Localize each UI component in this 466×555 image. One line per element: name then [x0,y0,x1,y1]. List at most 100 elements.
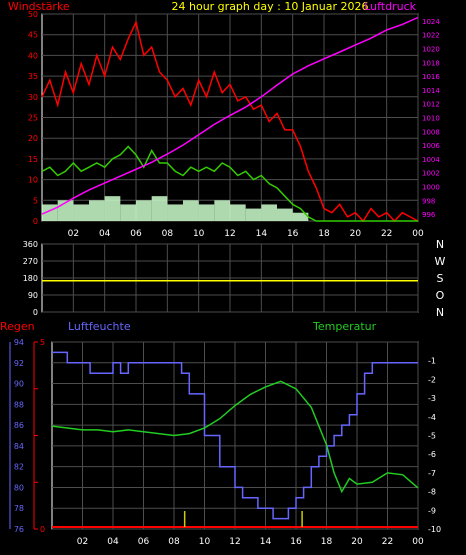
wind-tick-label: 25 [28,114,38,123]
wind-low-bar [183,200,199,221]
compass-letter: N [436,306,444,319]
wind-tick-label: 20 [28,134,38,143]
temperature-line [51,380,419,494]
temperature-tick-label: -10 [428,525,441,534]
x-tick-label: 08 [162,229,174,239]
rain-tick-label: 5 [40,338,45,347]
humidity-tick-label: 90 [14,380,24,389]
x-tick-label: 14 [260,537,272,547]
temperature-tick-label: -6 [428,450,436,459]
pressure-tick-label: 1004 [422,156,440,164]
pressure-tick-label: 1006 [422,142,440,150]
direction-tick-label: 0 [33,308,38,317]
x-tick-label: 20 [350,229,362,239]
wind-low-bar [136,200,152,221]
rain-label: Regen [0,320,35,333]
x-tick-label: 22 [382,537,393,547]
x-tick-label: 14 [256,229,268,239]
pressure-tick-label: 1024 [422,18,440,26]
x-tick-label: 02 [77,537,88,547]
temperature-tick-label: -5 [428,432,436,441]
temperature-tick-label: -8 [428,488,436,497]
pressure-tick-label: 998 [422,197,435,205]
x-tick-label: 12 [229,537,240,547]
wind-tick-label: 40 [28,51,38,60]
wind-low-bar [73,204,89,221]
x-tick-label: 18 [321,537,333,547]
temperature-label: Temperatur [312,320,377,333]
direction-tick-label: 270 [23,257,38,266]
wind-low-bar [167,204,183,221]
wind-low-bar [261,204,277,221]
wind-low-bar [89,200,105,221]
pressure-tick-label: 1002 [422,170,440,178]
wind-tick-label: 0 [33,217,38,226]
direction-tick-label: 180 [23,274,38,283]
x-tick-label: 12 [224,229,235,239]
humidity-tick-label: 76 [14,525,24,534]
humidity-tick-label: 82 [14,463,24,472]
x-tick-label: 16 [287,229,299,239]
wind-pressure-chart: 0510152025303540455099699810001002100410… [28,10,441,239]
x-tick-label: 00 [412,229,424,239]
humidity-tick-label: 88 [14,400,24,409]
compass-letter: O [436,289,445,302]
pressure-tick-label: 1022 [422,32,440,40]
wind-tick-label: 10 [28,176,38,185]
x-tick-label: 10 [193,229,205,239]
compass-letter: S [437,272,444,285]
pressure-tick-label: 1016 [422,73,440,81]
wind-tick-label: 5 [33,196,38,205]
x-tick-label: 06 [130,229,142,239]
wind-tick-label: 50 [28,10,38,19]
temperature-tick-label: -9 [428,506,436,515]
humidity-tick-label: 78 [14,504,24,513]
pressure-tick-label: 1008 [422,128,440,136]
wind-low-bar [245,208,262,221]
wind-tick-label: 15 [28,155,38,164]
wind-avg-line [41,145,418,222]
x-tick-label: 02 [68,229,79,239]
pressure-tick-label: 1012 [422,101,440,109]
temperature-tick-label: -3 [428,394,436,403]
temperature-tick-label: -2 [428,375,436,384]
direction-tick-label: 360 [23,240,38,249]
page-title: 24 hour graph day : 10 Januar 2026 [172,0,369,13]
pressure-line [41,16,419,215]
wind-tick-label: 30 [28,93,38,102]
wind-gust-line [41,20,419,223]
pressure-tick-label: 1000 [422,184,440,192]
pressure-tick-label: 1014 [422,87,440,95]
x-tick-label: 04 [107,537,119,547]
humidity-tick-label: 94 [14,338,24,347]
x-tick-label: 04 [99,229,111,239]
wind-tick-label: 45 [28,31,38,40]
x-tick-label: 16 [290,537,302,547]
x-tick-label: 06 [138,537,150,547]
direction-tick-label: 90 [28,291,38,300]
pressure-tick-label: 996 [422,211,436,219]
x-tick-label: 20 [351,537,363,547]
x-tick-label: 18 [318,229,330,239]
wind-low-bar [120,204,136,221]
humidity-label: Luftfeuchte [68,320,131,333]
humidity-tick-label: 84 [14,442,24,451]
compass-letter: W [435,255,446,268]
pressure-tick-label: 1010 [422,115,440,123]
x-tick-label: 08 [168,537,180,547]
wind-low-bar [151,196,168,221]
humidity-tick-label: 92 [14,359,24,368]
temperature-tick-label: -7 [428,469,436,478]
rain-tick-label: 0 [40,525,45,534]
wind-low-bar [277,208,293,221]
x-tick-label: 22 [381,229,392,239]
x-tick-label: 00 [412,537,424,547]
pressure-tick-label: 1018 [422,59,440,67]
wind-tick-label: 35 [28,72,38,81]
pressure-tick-label: 1020 [422,46,440,54]
temperature-tick-label: -4 [428,413,436,422]
wind-low-bar [292,212,309,221]
humidity-temperature-chart: 76 78 80 82 84 86 88 90 92 94 0 5 -1 -2 -3 -4 -5 -6 -7 -8 -9… [9,338,441,547]
